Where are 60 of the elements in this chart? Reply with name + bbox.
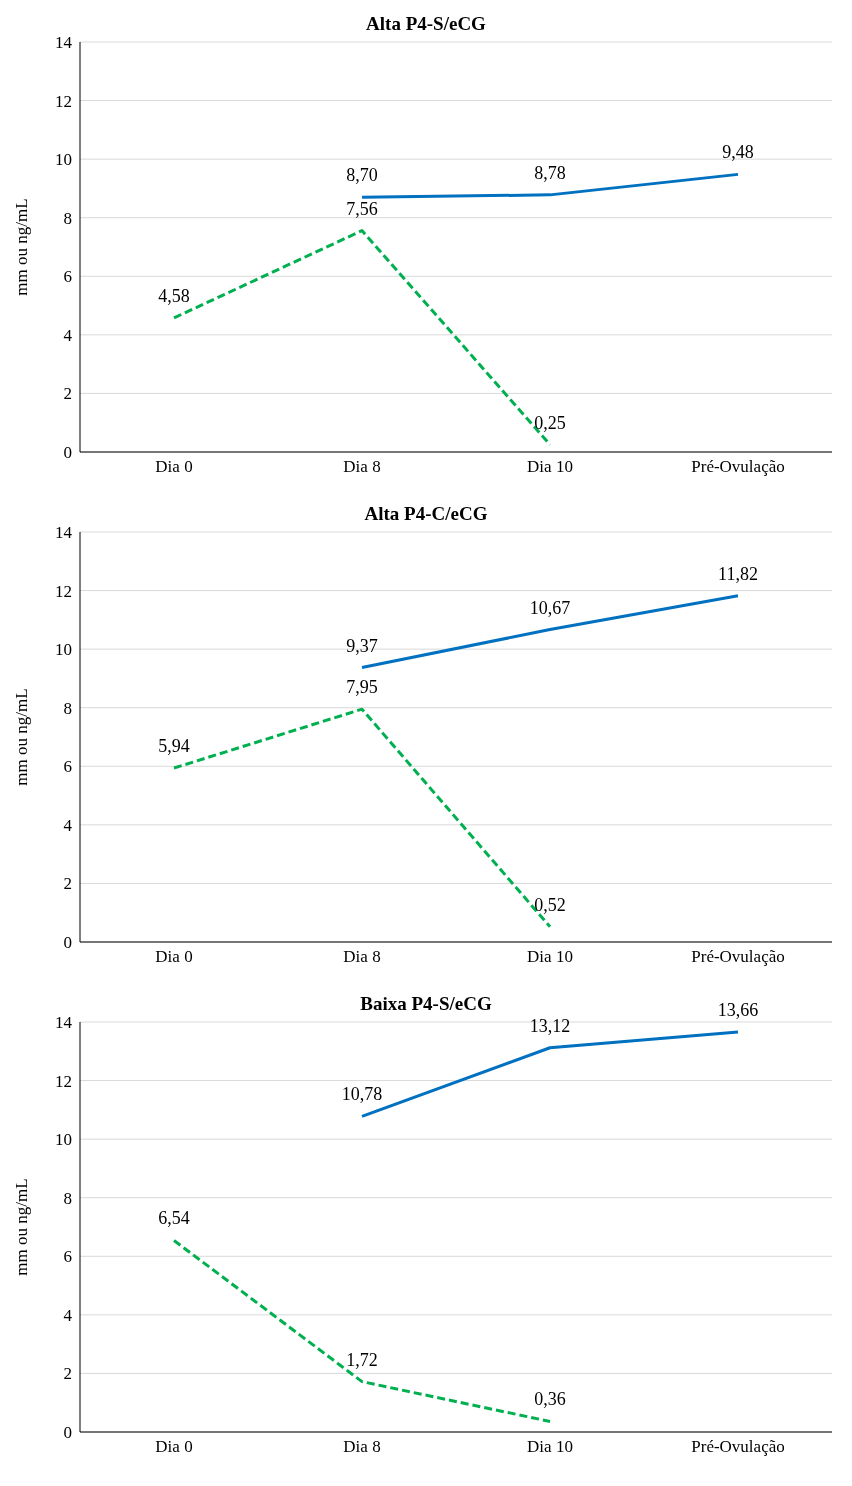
data-label: 10,67 xyxy=(529,597,571,618)
y-tick-label: 10 xyxy=(55,640,72,660)
y-axis-title: mm ou ng/mL xyxy=(12,688,32,786)
y-tick-label: 4 xyxy=(63,325,73,345)
chart-title: Alta P4-C/eCG xyxy=(364,503,488,524)
x-tick-label: Dia 10 xyxy=(527,1437,573,1457)
y-axis-title: mm ou ng/mL xyxy=(12,1178,32,1276)
x-tick-label: Dia 8 xyxy=(343,947,381,967)
y-tick-label: 14 xyxy=(55,523,73,543)
data-label: 6,54 xyxy=(158,1208,190,1229)
x-tick-label: Dia 10 xyxy=(527,457,573,477)
x-tick-label: Dia 0 xyxy=(155,1437,193,1457)
y-tick-label: 8 xyxy=(63,208,72,228)
y-tick-label: 12 xyxy=(55,91,72,111)
y-tick-label: 4 xyxy=(63,1305,73,1325)
data-label: 8,78 xyxy=(534,162,566,183)
y-tick-label: 0 xyxy=(63,1423,72,1443)
chart-title: Baixa P4-S/eCG xyxy=(360,993,492,1014)
y-tick-label: 10 xyxy=(55,1130,72,1150)
y-tick-label: 4 xyxy=(63,815,73,835)
y-tick-label: 14 xyxy=(55,33,73,53)
y-tick-label: 6 xyxy=(63,1247,72,1267)
y-tick-label: 14 xyxy=(55,1013,73,1033)
y-tick-label: 2 xyxy=(63,874,72,894)
y-tick-label: 12 xyxy=(55,581,72,601)
chart-title: Alta P4-S/eCG xyxy=(366,13,487,34)
data-label: 7,56 xyxy=(346,198,378,219)
y-tick-label: 6 xyxy=(63,267,72,287)
y-tick-label: 2 xyxy=(63,384,72,404)
y-tick-label: 8 xyxy=(63,698,72,718)
y-tick-label: 0 xyxy=(63,933,72,953)
y-tick-label: 8 xyxy=(63,1188,72,1208)
x-tick-label: Pré-Ovulação xyxy=(691,457,785,477)
y-tick-label: 2 xyxy=(63,1364,72,1384)
data-label: 4,58 xyxy=(158,285,190,306)
data-label: 13,66 xyxy=(717,999,759,1020)
x-tick-label: Dia 10 xyxy=(527,947,573,967)
y-tick-label: 10 xyxy=(55,150,72,170)
data-label: 10,78 xyxy=(341,1084,383,1105)
y-tick-label: 12 xyxy=(55,1071,72,1091)
data-label: 13,12 xyxy=(529,1015,571,1036)
data-label: 0,25 xyxy=(534,412,566,433)
data-label: 11,82 xyxy=(718,563,758,584)
data-label: 7,95 xyxy=(346,677,378,698)
data-label: 5,94 xyxy=(158,736,190,757)
x-tick-label: Dia 0 xyxy=(155,457,193,477)
x-tick-label: Pré-Ovulação xyxy=(691,1437,785,1457)
data-label: 9,37 xyxy=(346,635,378,656)
data-label: 8,70 xyxy=(346,165,378,186)
data-label: 0,52 xyxy=(534,894,566,915)
x-tick-label: Dia 8 xyxy=(343,457,381,477)
y-axis-title: mm ou ng/mL xyxy=(12,198,32,296)
data-label: 9,48 xyxy=(722,142,754,163)
x-tick-label: Pré-Ovulação xyxy=(691,947,785,967)
y-tick-label: 0 xyxy=(63,443,72,463)
data-label: 0,36 xyxy=(534,1389,566,1410)
x-tick-label: Dia 8 xyxy=(343,1437,381,1457)
y-tick-label: 6 xyxy=(63,757,72,777)
x-tick-label: Dia 0 xyxy=(155,947,193,967)
data-label: 1,72 xyxy=(346,1349,378,1370)
